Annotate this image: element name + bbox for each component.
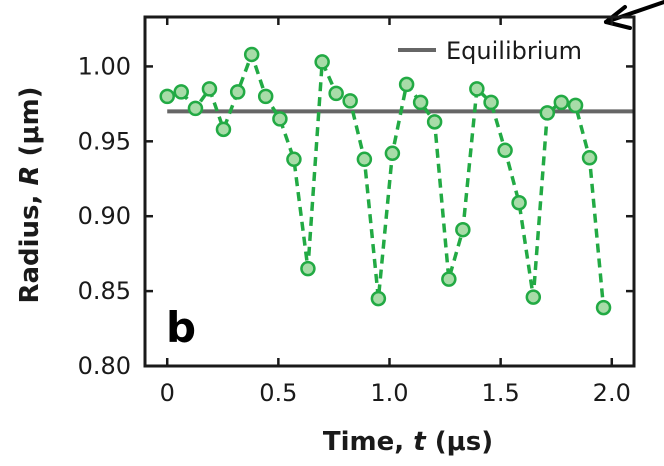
data-point bbox=[328, 85, 344, 102]
y-tick-label: 0.85 bbox=[78, 277, 131, 305]
y-tick-label: 0.90 bbox=[78, 202, 131, 230]
data-point bbox=[173, 84, 189, 100]
data-point bbox=[497, 142, 513, 159]
y-axis-title: Radius, R (μm) bbox=[15, 86, 45, 303]
y-tick-label: 0.80 bbox=[78, 352, 131, 380]
data-point bbox=[539, 105, 556, 121]
data-point bbox=[581, 150, 598, 166]
x-tick-label: 1.5 bbox=[482, 379, 520, 407]
x-tick-label: 2.0 bbox=[593, 379, 631, 407]
x-tick-label: 0.5 bbox=[259, 379, 297, 407]
arrow-annotation bbox=[604, 0, 664, 30]
axis-ticks: 0 0.5 1.0 1.5 2.0 0.80 0.85 0.90 0.95 1.00 bbox=[78, 17, 634, 407]
data-point bbox=[567, 97, 584, 114]
series-line bbox=[166, 49, 606, 308]
data-point bbox=[412, 94, 429, 111]
data-point bbox=[483, 94, 499, 111]
data-point bbox=[257, 88, 274, 105]
data-point bbox=[300, 260, 316, 277]
panel-label: b bbox=[166, 303, 196, 352]
x-tick-label: 1.0 bbox=[370, 379, 408, 407]
plot-frame bbox=[143, 15, 636, 368]
data-point bbox=[272, 111, 288, 127]
data-point bbox=[384, 145, 401, 162]
data-layer bbox=[159, 46, 612, 316]
data-point bbox=[370, 290, 387, 307]
y-tick-label: 0.95 bbox=[78, 127, 131, 155]
data-point bbox=[469, 81, 485, 97]
data-point bbox=[314, 54, 330, 70]
data-point bbox=[525, 289, 542, 305]
data-point bbox=[426, 114, 443, 130]
data-point bbox=[441, 271, 457, 287]
data-point bbox=[229, 84, 246, 100]
x-axis-title: Time, t (μs) bbox=[323, 427, 493, 457]
data-point bbox=[243, 46, 260, 63]
data-point bbox=[286, 151, 302, 168]
legend-label: Equilibrium bbox=[446, 37, 582, 65]
data-point bbox=[398, 76, 415, 93]
data-point bbox=[455, 221, 471, 238]
data-point bbox=[201, 81, 218, 97]
y-tick-label: 1.00 bbox=[78, 52, 131, 80]
data-point bbox=[342, 93, 358, 109]
data-point bbox=[553, 94, 570, 111]
data-point bbox=[511, 194, 527, 211]
data-point bbox=[356, 151, 373, 168]
data-point bbox=[215, 121, 232, 138]
data-point bbox=[187, 100, 204, 117]
legend: Equilibrium bbox=[398, 37, 582, 65]
x-tick-label: 0 bbox=[160, 379, 175, 407]
data-point bbox=[159, 88, 175, 105]
data-point bbox=[595, 299, 612, 316]
